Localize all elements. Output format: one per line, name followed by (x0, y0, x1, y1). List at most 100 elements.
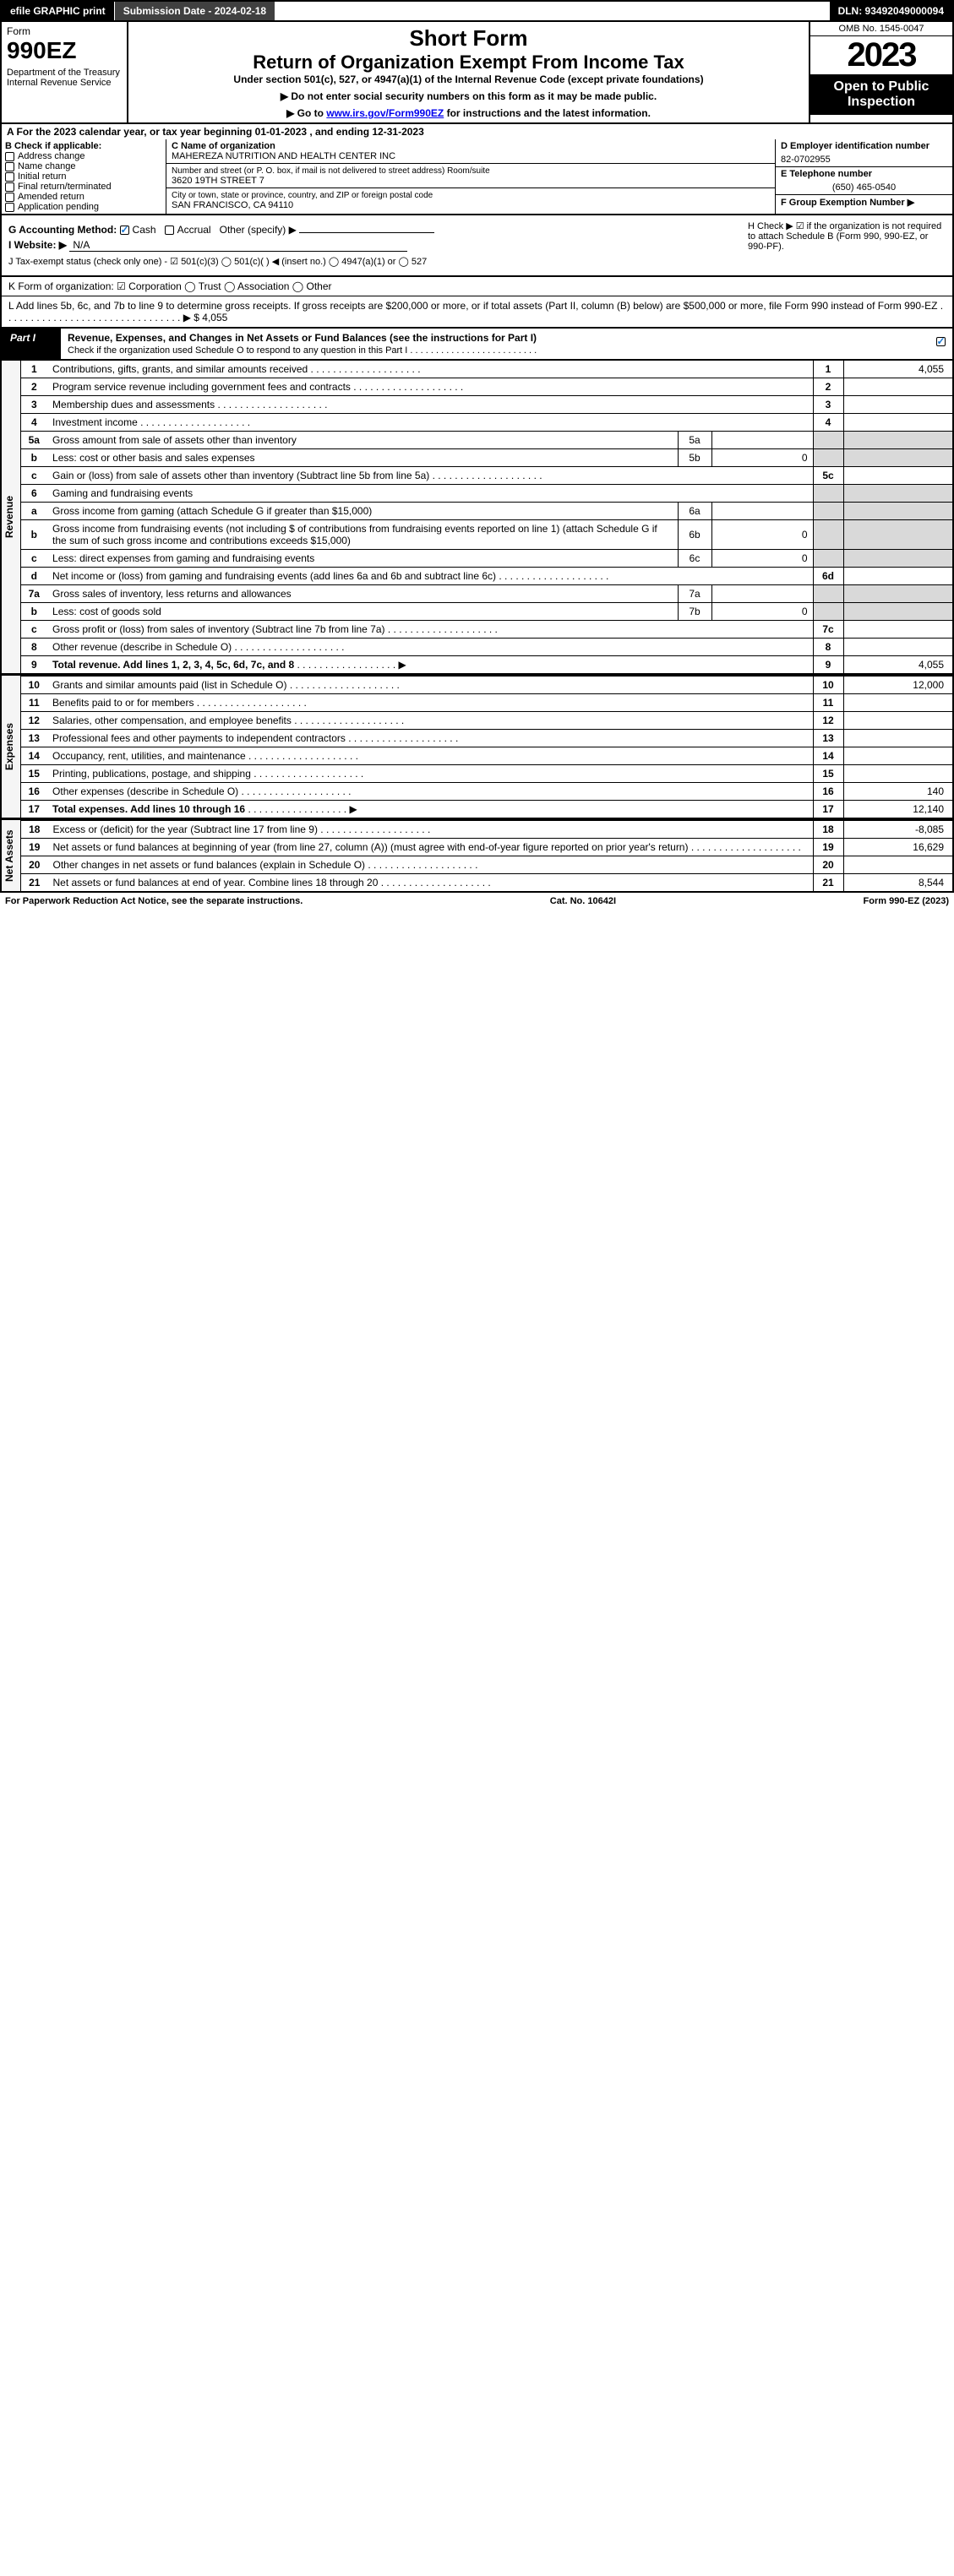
efile-print-btn[interactable]: efile GRAPHIC print (2, 2, 115, 20)
chk-accrual[interactable] (165, 226, 174, 235)
table-row: 14Occupancy, rent, utilities, and mainte… (20, 747, 953, 765)
dln-label: DLN: 93492049000094 (830, 2, 952, 20)
revenue-table: 1Contributions, gifts, grants, and simil… (20, 360, 954, 675)
side-grey (813, 449, 843, 467)
sub-value (711, 585, 813, 603)
chk-application-pending[interactable] (5, 203, 14, 212)
g-other-input[interactable] (299, 232, 434, 233)
org-city: SAN FRANCISCO, CA 94110 (172, 200, 293, 210)
val-grey (843, 449, 953, 467)
part-i-checkbox[interactable] (932, 329, 952, 359)
ein-value: 82-0702955 (776, 153, 952, 166)
chk-name-change[interactable] (5, 162, 14, 171)
pra-notice: For Paperwork Reduction Act Notice, see … (5, 896, 303, 906)
line-desc: Less: cost or other basis and sales expe… (47, 449, 678, 467)
line-num: c (20, 550, 47, 568)
year-block: OMB No. 1545-0047 2023 Open to Public In… (809, 22, 952, 122)
line-num: 17 (20, 801, 47, 819)
form-header: Form 990EZ Department of the Treasury In… (0, 22, 954, 124)
chk-final-return[interactable] (5, 182, 14, 192)
line-side: 20 (813, 856, 843, 874)
sub-label: 6c (678, 550, 711, 568)
sub-label: 5b (678, 449, 711, 467)
sub-label: 7a (678, 585, 711, 603)
line-num: 12 (20, 712, 47, 730)
line-num: 2 (20, 378, 47, 396)
table-row: 17Total expenses. Add lines 10 through 1… (20, 801, 953, 819)
line-side: 18 (813, 820, 843, 839)
side-grey (813, 485, 843, 503)
line-desc: Professional fees and other payments to … (47, 730, 813, 747)
public-inspection: Open to Public Inspection (810, 74, 952, 115)
short-form-label: Short Form (137, 25, 800, 52)
table-row: 9Total revenue. Add lines 1, 2, 3, 4, 5c… (20, 656, 953, 675)
line-num: 3 (20, 396, 47, 414)
line-side: 19 (813, 839, 843, 856)
line-side: 14 (813, 747, 843, 765)
table-row: 11Benefits paid to or for members . . . … (20, 694, 953, 712)
footer: For Paperwork Reduction Act Notice, see … (0, 893, 954, 910)
line-side: 10 (813, 676, 843, 694)
side-grey (813, 585, 843, 603)
gj-left: G Accounting Method: Cash Accrual Other … (2, 215, 741, 275)
line-value: 4,055 (843, 656, 953, 675)
b-item-5: Application pending (18, 202, 99, 212)
line-num: 21 (21, 874, 48, 893)
department: Department of the Treasury Internal Reve… (7, 68, 122, 88)
chk-cash[interactable] (120, 226, 129, 235)
val-grey (843, 520, 953, 550)
line-num: 1 (20, 361, 47, 378)
table-row: aGross income from gaming (attach Schedu… (20, 503, 953, 520)
line-side: 1 (813, 361, 843, 378)
irs-link[interactable]: www.irs.gov/Form990EZ (326, 107, 444, 119)
line-desc: Net assets or fund balances at beginning… (48, 839, 814, 856)
line-num: a (20, 503, 47, 520)
line-desc: Net income or (loss) from gaming and fun… (47, 568, 813, 585)
group-exemption-label: F Group Exemption Number ▶ (776, 194, 952, 209)
c-addr-label: Number and street (or P. O. box, if mail… (172, 166, 490, 176)
ein-label: D Employer identification number (781, 141, 929, 151)
line-num: 10 (20, 676, 47, 694)
chk-initial-return[interactable] (5, 172, 14, 182)
row-l: L Add lines 5b, 6c, and 7b to line 9 to … (0, 296, 954, 329)
col-d-ein: D Employer identification number 82-0702… (775, 139, 952, 214)
line-side: 3 (813, 396, 843, 414)
l-value: 4,055 (202, 312, 227, 323)
line-num: 19 (21, 839, 48, 856)
table-row: 5aGross amount from sale of assets other… (20, 432, 953, 449)
side-grey (813, 603, 843, 621)
line-value: 16,629 (843, 839, 953, 856)
chk-address-change[interactable] (5, 152, 14, 161)
part-i-header: Part I Revenue, Expenses, and Changes in… (0, 329, 954, 360)
table-row: 1Contributions, gifts, grants, and simil… (20, 361, 953, 378)
l-text: L Add lines 5b, 6c, and 7b to line 9 to … (8, 300, 943, 323)
chk-amended-return[interactable] (5, 193, 14, 202)
line-desc: Gross profit or (loss) from sales of inv… (47, 621, 813, 639)
line-value: 140 (843, 783, 953, 801)
line-side: 12 (813, 712, 843, 730)
line-side: 13 (813, 730, 843, 747)
i-website: I Website: ▶ N/A (8, 239, 734, 252)
under-section: Under section 501(c), 527, or 4947(a)(1)… (137, 73, 800, 85)
part-i-tab: Part I (2, 329, 61, 359)
table-row: bGross income from fundraising events (n… (20, 520, 953, 550)
line-desc: Gross amount from sale of assets other t… (47, 432, 678, 449)
expenses-table: 10Grants and similar amounts paid (list … (20, 675, 954, 819)
row-k: K Form of organization: ☑ Corporation ◯ … (0, 277, 954, 296)
table-row: bLess: cost or other basis and sales exp… (20, 449, 953, 467)
org-address: 3620 19TH STREET 7 (172, 176, 264, 186)
phone-value: (650) 465-0540 (776, 181, 952, 194)
line-num: b (20, 449, 47, 467)
line-desc: Membership dues and assessments . . . . … (47, 396, 813, 414)
revenue-section: Revenue 1Contributions, gifts, grants, a… (0, 360, 954, 675)
line-num: 16 (20, 783, 47, 801)
val-grey (843, 432, 953, 449)
line-num: 9 (20, 656, 47, 675)
line-desc: Contributions, gifts, grants, and simila… (47, 361, 813, 378)
b-item-3: Final return/terminated (18, 182, 112, 192)
side-grey (813, 520, 843, 550)
line-value (843, 747, 953, 765)
line-desc: Gross sales of inventory, less returns a… (47, 585, 678, 603)
row-a-calendar: A For the 2023 calendar year, or tax yea… (0, 124, 954, 139)
line-value (843, 694, 953, 712)
